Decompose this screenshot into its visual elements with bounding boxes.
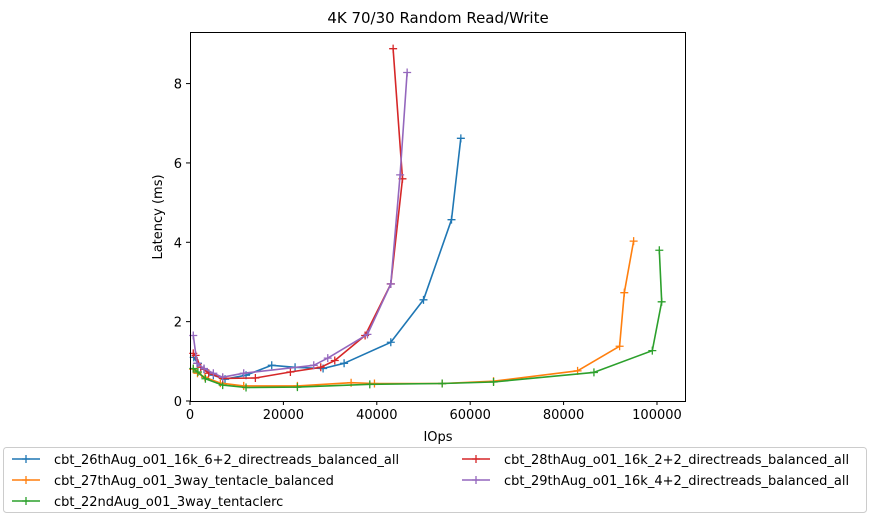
data-point-marker (365, 380, 374, 389)
legend-frame (3, 447, 867, 513)
y-axis: 0 2 4 6 8 (174, 78, 190, 410)
series-3 (189, 246, 666, 392)
series-5 (189, 68, 412, 382)
plot-frame (190, 32, 686, 402)
data-point-marker (218, 381, 227, 390)
x-axis-label: IOps (423, 430, 452, 445)
data-point-marker (447, 215, 456, 224)
data-point-marker (340, 359, 349, 368)
data-point-marker (389, 44, 398, 53)
legend-label: cbt_27thAug_o01_3way_tentacle_balanced (54, 474, 334, 489)
legend-item: cbt_29thAug_o01_16k_4+2_directreads_bala… (462, 474, 849, 489)
legend-item: cbt_26thAug_o01_16k_6+2_directreads_bala… (12, 453, 399, 468)
y-tick-label: 2 (174, 316, 182, 331)
data-point-marker (615, 342, 624, 351)
legend-marker (472, 455, 480, 463)
data-point-marker (193, 359, 202, 368)
chart-title: 4K 70/30 Random Read/Write (327, 9, 548, 27)
data-point-marker (286, 368, 295, 377)
x-tick-label: 100000 (632, 408, 682, 423)
data-point-marker (316, 363, 325, 372)
data-point-marker (396, 170, 405, 179)
series-1 (189, 134, 465, 384)
x-tick-label: 40000 (356, 408, 397, 423)
plot-area (189, 44, 666, 392)
series-line (192, 250, 663, 389)
series-4 (189, 44, 407, 383)
data-point-marker (193, 368, 202, 377)
data-point-marker (620, 288, 629, 297)
data-point-marker (293, 383, 302, 392)
y-tick-label: 8 (174, 78, 182, 93)
legend-item: cbt_22ndAug_o01_3way_tentaclerc (12, 495, 283, 510)
data-point-marker (403, 68, 412, 77)
data-point-marker (386, 279, 395, 288)
legend-label: cbt_26thAug_o01_16k_6+2_directreads_bala… (54, 453, 399, 468)
legend-label: cbt_29thAug_o01_16k_4+2_directreads_bala… (504, 474, 849, 489)
data-point-marker (200, 364, 209, 373)
data-point-marker (489, 377, 498, 386)
x-axis: 0 20000 40000 60000 80000 100000 (186, 401, 682, 423)
data-point-marker (589, 368, 598, 377)
y-tick-label: 0 (174, 395, 182, 410)
data-point-marker (309, 361, 318, 370)
y-axis-label: Latency (ms) (151, 174, 166, 259)
x-tick-label: 0 (186, 408, 194, 423)
data-point-marker (648, 346, 657, 355)
x-tick-label: 20000 (263, 408, 304, 423)
legend-item: cbt_28thAug_o01_16k_2+2_directreads_bala… (462, 453, 849, 468)
data-point-marker (239, 369, 248, 378)
legend: cbt_26thAug_o01_16k_6+2_directreads_bala… (3, 447, 867, 513)
data-point-marker (201, 374, 210, 383)
legend-marker (472, 476, 480, 484)
legend-label: cbt_22ndAug_o01_3way_tentaclerc (54, 495, 283, 510)
x-tick-label: 80000 (543, 408, 584, 423)
data-point-marker (419, 295, 428, 304)
series-line (192, 48, 404, 380)
data-point-marker (456, 134, 465, 143)
legend-marker (22, 497, 30, 505)
series-line (193, 138, 462, 380)
data-point-marker (629, 237, 638, 246)
y-tick-label: 6 (174, 157, 182, 172)
legend-marker (22, 455, 30, 463)
data-point-marker (363, 330, 372, 339)
y-tick-label: 4 (174, 236, 182, 251)
data-point-marker (438, 379, 447, 388)
data-point-marker (251, 373, 260, 382)
series-line (192, 72, 408, 378)
data-point-marker (330, 356, 339, 365)
data-point-marker (657, 297, 666, 306)
data-point-marker (218, 373, 227, 382)
legend-item: cbt_27thAug_o01_3way_tentacle_balanced (12, 474, 334, 489)
data-point-marker (242, 383, 251, 392)
data-point-marker (267, 361, 276, 370)
data-point-marker (386, 338, 395, 347)
x-tick-label: 60000 (450, 408, 491, 423)
legend-label: cbt_28thAug_o01_16k_2+2_directreads_bala… (504, 453, 849, 468)
data-point-marker (655, 246, 664, 255)
data-point-marker (323, 354, 332, 363)
data-point-marker (209, 369, 218, 378)
legend-marker (22, 476, 30, 484)
